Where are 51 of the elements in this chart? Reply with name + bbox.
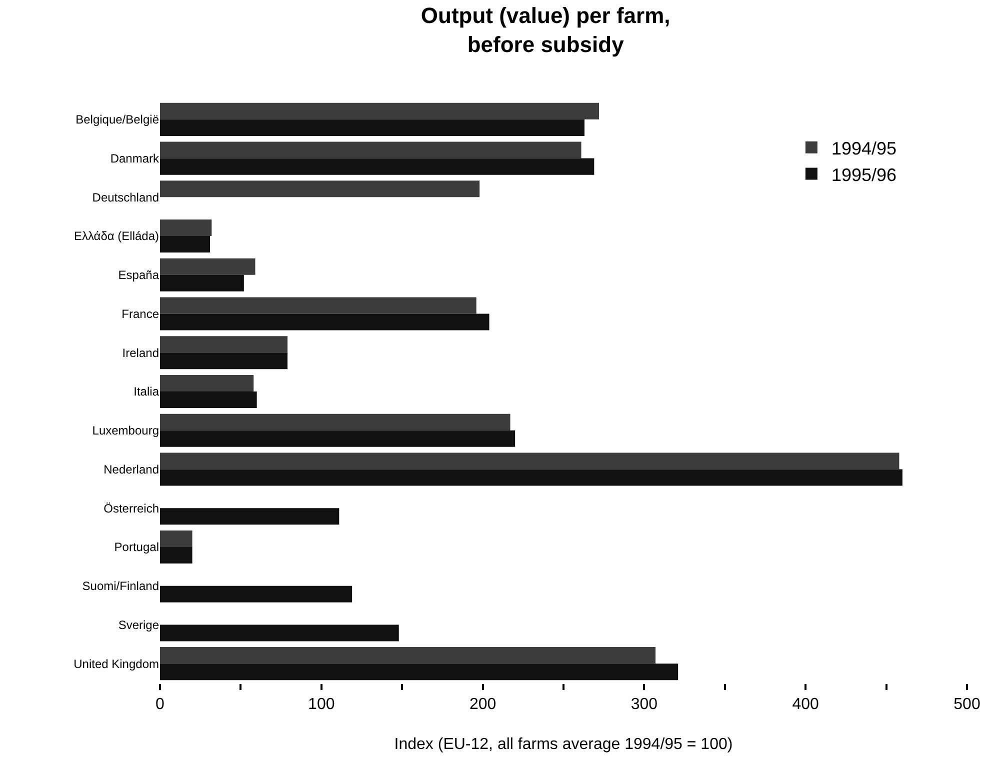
y-tick-label: France [122,306,160,321]
x-tick-label: 200 [469,696,496,714]
bar [160,530,192,547]
bar [160,180,480,198]
bar [160,314,490,330]
bar [160,102,600,120]
bar [160,119,584,136]
y-tick-label: Danmark [110,152,160,166]
bar [160,508,340,525]
bar [160,274,244,292]
bar [160,374,254,392]
y-tick-label: Portugal [114,540,159,554]
bar [160,142,582,158]
x-tick-label: 500 [954,696,980,714]
bar [160,664,678,680]
bar [160,352,288,370]
bar [160,647,656,664]
bar [160,452,900,470]
legend-label: 1994/95 [831,138,897,158]
bar [160,336,288,353]
x-tick-label: 300 [630,696,658,714]
y-tick-label: Ireland [122,346,159,360]
bar [160,624,399,642]
bar [160,392,257,408]
y-tick-label: Österreich [104,501,159,516]
x-tick-label: 0 [156,696,165,714]
bar [160,236,210,253]
bar [160,258,256,275]
chart-title: Output (value) per farm, before subsidy [420,3,670,57]
y-tick-label: United Kingdom [74,656,159,671]
y-tick-label: Sverige [118,618,160,632]
y-tick-label: Luxembourg [92,424,159,438]
y-tick-label: Nederland [104,462,159,476]
x-tick-label: 400 [792,696,820,714]
bar [160,414,510,430]
y-tick-label: España [118,268,160,282]
bar [160,430,516,447]
bar [160,586,352,602]
legend-label: 1995/96 [831,164,897,185]
y-tick-label: Deutschland [92,190,159,204]
bar [160,469,902,486]
y-tick-label: Suomi/Finland [82,579,159,594]
y-tick-label: Ελλάδα (Elláda) [74,229,159,244]
x-tick-label: 100 [308,696,335,714]
x-axis-title: Index (EU-12, all farms average 1994/95 = 100) [394,736,733,753]
y-tick-label: Belgique/België [76,112,160,127]
bar [160,220,212,236]
bar [160,546,192,564]
y-tick-label: Italia [134,384,160,399]
bar [160,297,476,314]
bar [160,158,594,175]
